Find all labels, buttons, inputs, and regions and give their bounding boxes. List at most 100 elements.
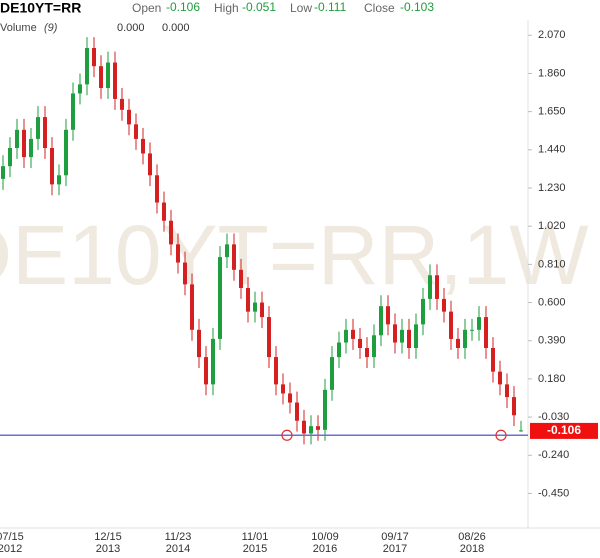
candle-body (106, 62, 110, 88)
candle-body (400, 329, 404, 343)
y-tick-label: -0.450 (538, 487, 569, 499)
candle-body (477, 317, 481, 330)
candle-body (491, 348, 495, 372)
high-label: High (214, 1, 239, 15)
candle-body (183, 262, 187, 285)
y-tick-label: -0.030 (538, 411, 569, 423)
candle-body (393, 324, 397, 343)
close-label: Close (364, 1, 395, 15)
close-value: -0.103 (400, 0, 434, 14)
candle-body (442, 298, 446, 312)
y-tick-label: 0.810 (538, 258, 566, 270)
y-tick-label: 1.020 (538, 220, 566, 232)
candle-body (232, 244, 236, 270)
x-tick-label: 2012 (0, 543, 22, 555)
candle-body (456, 338, 460, 348)
volume-reading: 0.000 (117, 22, 145, 34)
candle-body (260, 302, 264, 318)
line-handle (281, 429, 293, 441)
candle-body (344, 329, 348, 343)
plot (1, 37, 523, 445)
candle-body (295, 402, 299, 421)
y-tick-label: 2.070 (538, 29, 566, 41)
candle-body (239, 269, 243, 288)
candle-body (1, 166, 5, 179)
candle-body (64, 129, 68, 176)
candle-body (211, 338, 215, 385)
x-tick-label: 11/23 (165, 531, 192, 543)
candle-body (155, 175, 159, 203)
candle-body (190, 284, 194, 330)
candle-body (92, 48, 96, 67)
candle-body (99, 66, 103, 88)
volume-reading: 0.000 (162, 22, 190, 34)
candle-body (197, 329, 201, 358)
candle-body (246, 288, 250, 312)
candle-body (15, 129, 19, 148)
candle-body (519, 430, 523, 432)
symbol: DE10YT=RR (0, 0, 81, 16)
candle-body (407, 329, 411, 348)
candle-body (162, 202, 166, 221)
low-label: Low (290, 1, 312, 15)
candle-body (351, 329, 355, 339)
x-tick-label: 2015 (243, 543, 267, 555)
candle-body (148, 153, 152, 176)
x-tick-label: 2014 (166, 543, 190, 555)
candle-body (302, 420, 306, 434)
x-tick-label: 07/15 (0, 531, 24, 543)
candle-body (267, 317, 271, 358)
x-tick-label: 10/09 (311, 531, 339, 543)
y-tick-label: 1.860 (538, 67, 566, 79)
candle-body (288, 393, 292, 403)
x-tick-label: 2017 (383, 543, 407, 555)
candle-body (176, 244, 180, 263)
candle-body (113, 62, 117, 99)
candle-body (78, 84, 82, 94)
y-tick-label: 0.390 (538, 335, 566, 347)
candle-body (386, 306, 390, 325)
y-tick-label: 1.650 (538, 106, 566, 118)
y-tick-label: 1.230 (538, 182, 566, 194)
candle-body (22, 129, 26, 158)
candle-body (428, 275, 432, 299)
candle-body (50, 148, 54, 185)
candle-body (141, 138, 145, 154)
candle-body (120, 98, 124, 110)
high-value: -0.051 (242, 0, 276, 14)
y-tick-label: 0.180 (538, 373, 566, 385)
candle-body (253, 302, 257, 312)
x-tick-label: 09/17 (381, 531, 409, 543)
candle-body (484, 317, 488, 348)
candle-body (449, 311, 453, 339)
price-tag (530, 422, 598, 439)
candle-body (274, 357, 278, 385)
candle-body (43, 117, 47, 148)
candle-body (323, 389, 327, 430)
candle-body (498, 371, 502, 385)
candle-body (435, 275, 439, 299)
open-value: -0.106 (166, 0, 200, 14)
candle-body (330, 357, 334, 390)
candle-body (281, 384, 285, 394)
candle-body (8, 148, 12, 167)
watermark: DE10YT=RR,1W (0, 208, 589, 302)
candle-body (358, 338, 362, 348)
candle-body (85, 48, 89, 85)
x-tick-label: 11/01 (242, 531, 269, 543)
x-tick-label: 08/26 (458, 531, 486, 543)
line-handle (495, 429, 507, 441)
y-tick-label: 0.600 (538, 296, 566, 308)
candle-body (316, 426, 320, 430)
candle-body (29, 138, 33, 158)
candle-body (225, 244, 229, 258)
candle-body (218, 257, 222, 339)
x-tick-label: 2016 (313, 543, 337, 555)
candle-body (204, 357, 208, 385)
candle-body (57, 175, 61, 185)
candle-body (169, 220, 173, 245)
candle-body (470, 329, 474, 331)
candle-body (512, 397, 516, 416)
